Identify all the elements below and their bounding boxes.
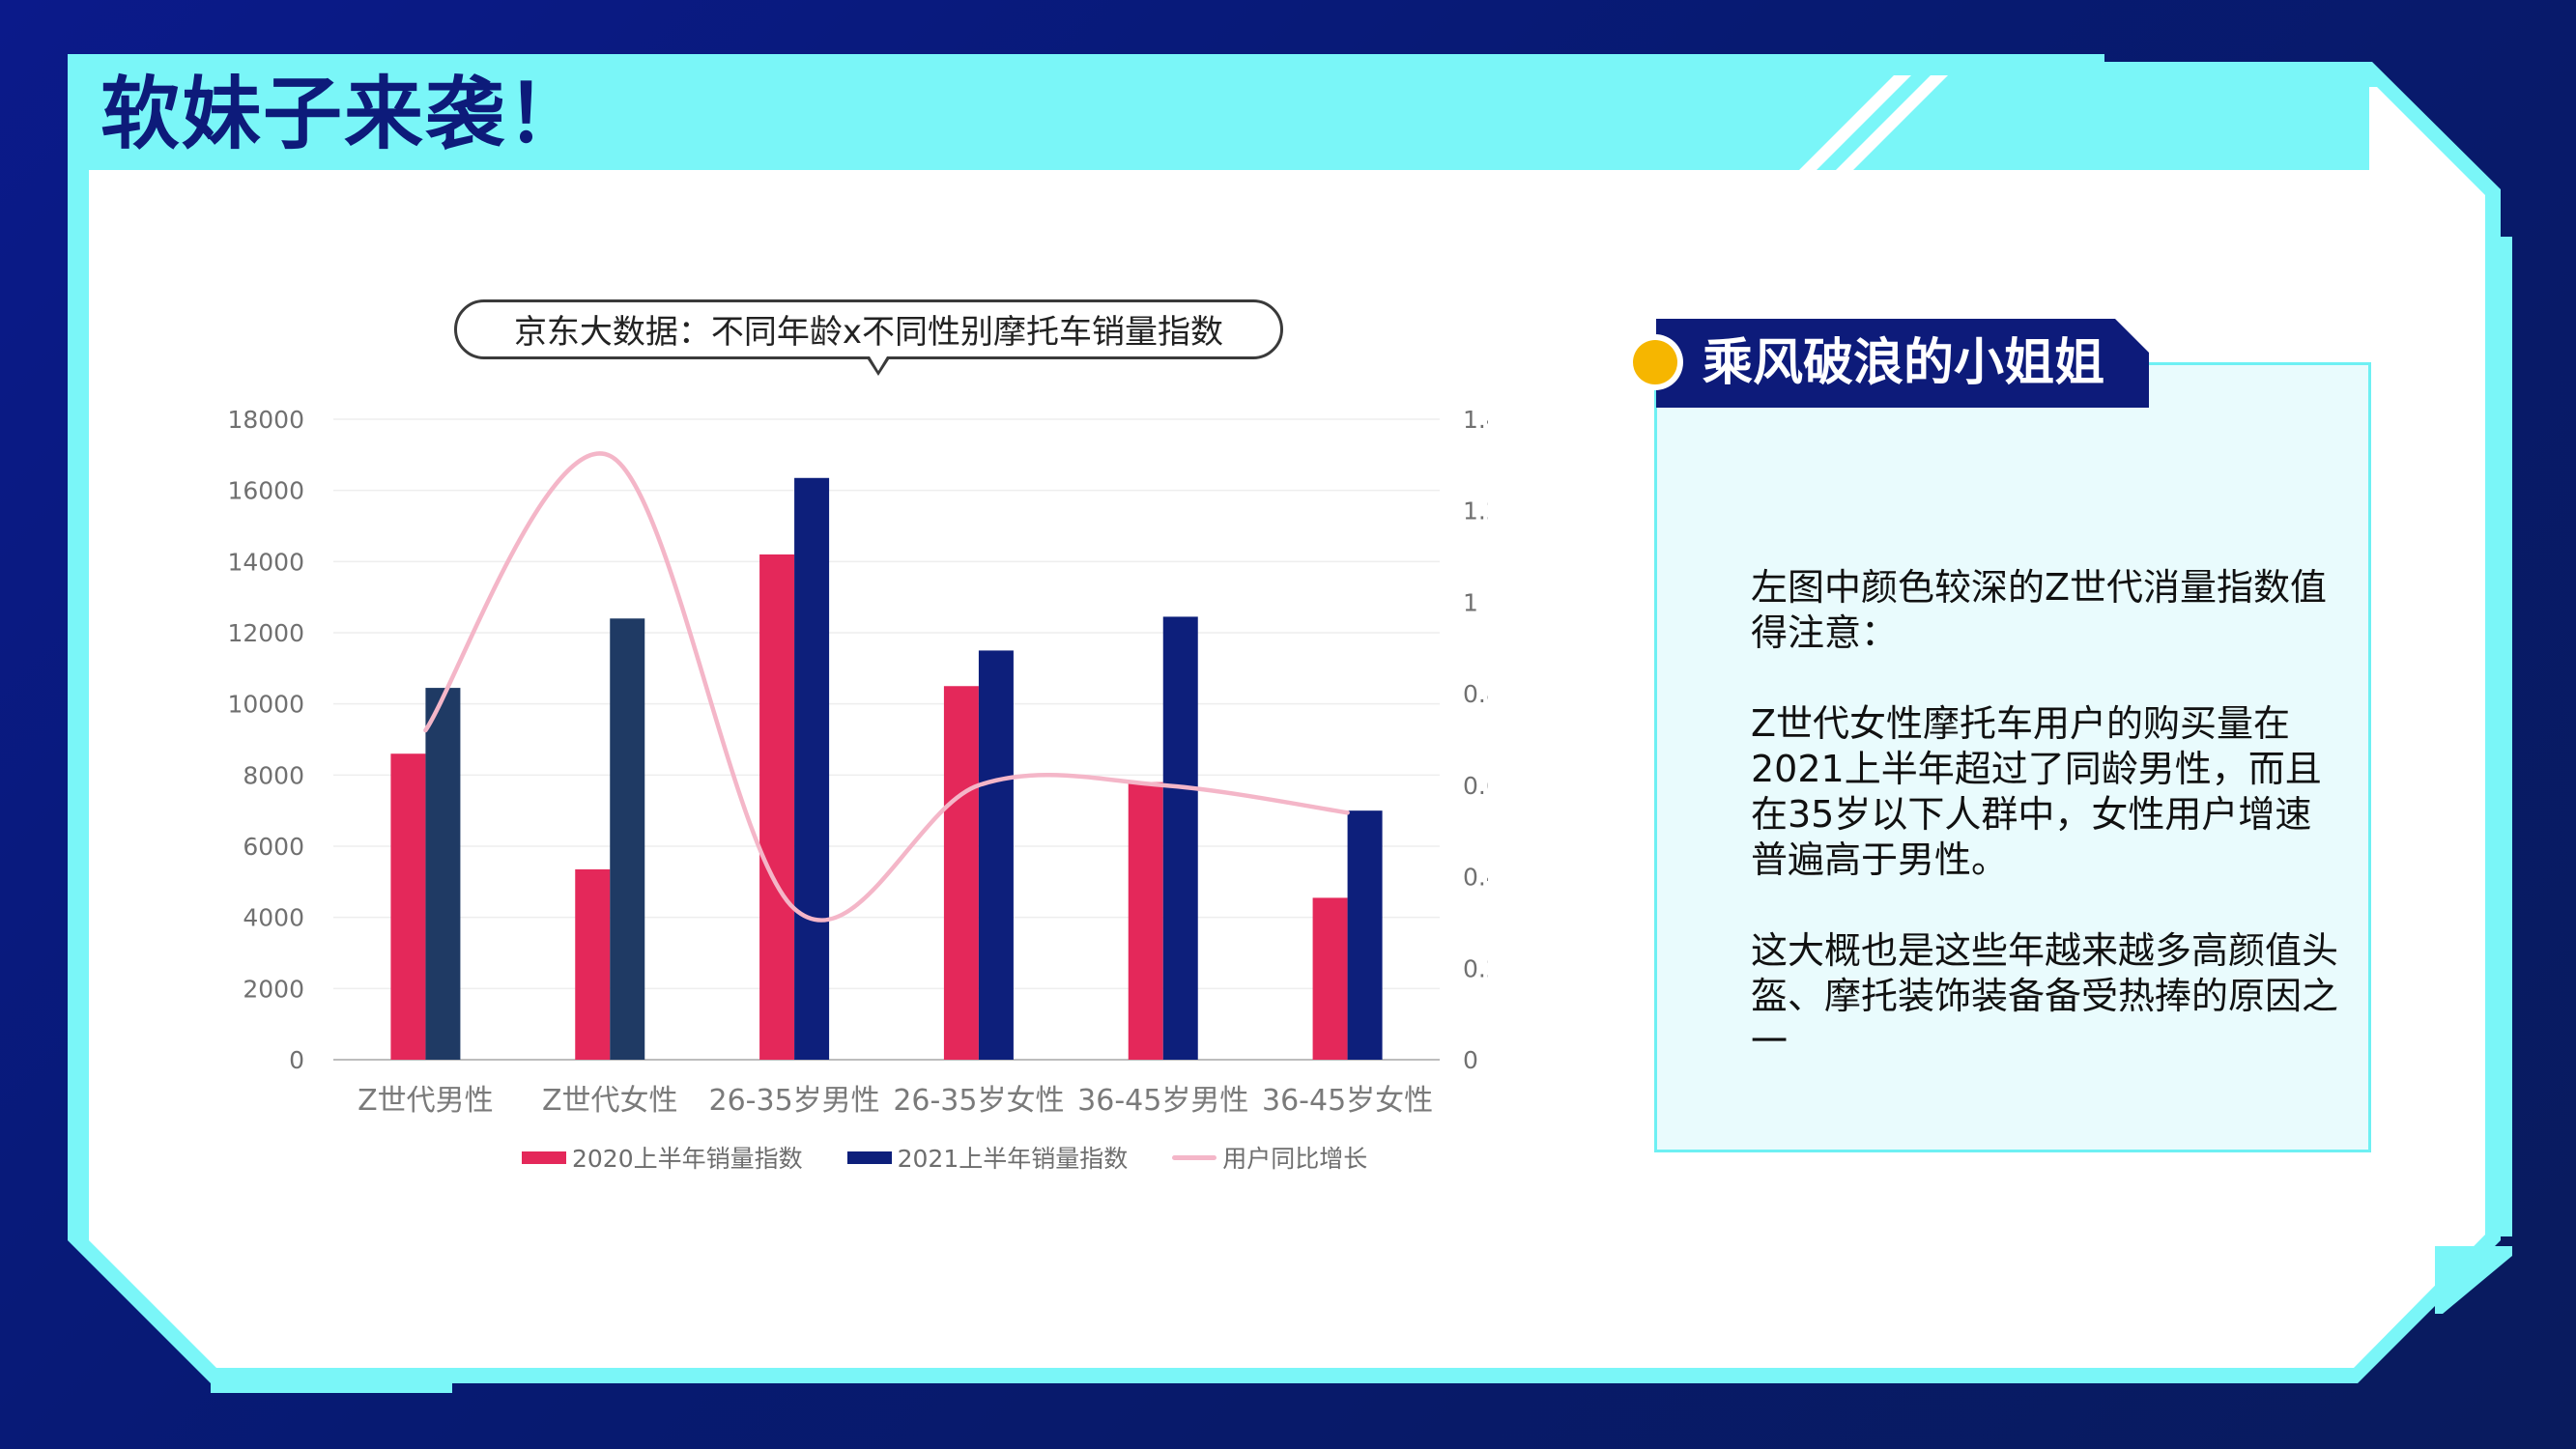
page-title: 软妹子来袭！ xyxy=(100,69,588,160)
x-tick-label: Z世代女性 xyxy=(542,1084,678,1118)
bar-2020 xyxy=(943,686,979,1060)
y-right-tick-label: 0.4 xyxy=(1463,864,1488,892)
x-tick-label: 36-45岁男性 xyxy=(1077,1084,1248,1118)
bar-2020 xyxy=(575,868,611,1060)
insight-panel xyxy=(1654,362,2371,1152)
bar-2021 xyxy=(610,618,645,1060)
y-left-tick-label: 18000 xyxy=(227,406,304,434)
panel-paragraph: 左图中颜色较深的Z世代消量指数值得注意： xyxy=(1751,566,2328,654)
caption-pointer-inner xyxy=(870,356,887,371)
x-tick-label: 26-35岁男性 xyxy=(708,1084,879,1118)
y-left-axis: 0 2000 4000 6000 8000 10000 12000 14000 16000 180… xyxy=(227,406,304,1074)
y-left-tick-label: 16000 xyxy=(227,477,304,505)
panel-title: 乘风破浪的小姐姐 xyxy=(1703,334,2105,392)
legend-label-growth: 用户同比增长 xyxy=(1222,1145,1368,1173)
legend-item-growth: 用户同比增长 xyxy=(1172,1140,1367,1175)
y-left-tick-label: 2000 xyxy=(243,975,304,1003)
y-left-tick-label: 0 xyxy=(289,1046,304,1074)
y-left-tick-label: 14000 xyxy=(227,548,304,576)
y-right-tick-label: 0.6 xyxy=(1463,772,1488,800)
x-tick-label: 36-45岁女性 xyxy=(1262,1084,1433,1118)
y-left-tick-label: 10000 xyxy=(227,691,304,719)
x-tick-label: Z世代男性 xyxy=(358,1084,494,1118)
bars xyxy=(390,477,1383,1060)
legend-item-2020: 2020上半年销量指数 xyxy=(522,1140,803,1175)
y-left-tick-label: 4000 xyxy=(243,904,304,932)
bar-2021 xyxy=(978,650,1014,1060)
bullet-dot-icon xyxy=(1627,334,1683,390)
y-right-tick-label: 1 xyxy=(1463,588,1478,616)
bar-2020 xyxy=(1312,897,1348,1060)
y-left-tick-label: 8000 xyxy=(243,761,304,789)
y-left-tick-label: 12000 xyxy=(227,619,304,647)
y-left-tick-label: 6000 xyxy=(243,833,304,861)
y-right-tick-label: 1.4 xyxy=(1463,406,1488,434)
chart-legend: 2020上半年销量指数 2021上半年销量指数 用户同比增长 xyxy=(522,1140,1412,1175)
panel-header-tab xyxy=(1656,319,2149,408)
panel-body: 左图中颜色较深的Z世代消量指数值得注意： Z世代女性摩托车用户的购买量在2021… xyxy=(1751,565,2340,1110)
legend-swatch-growth xyxy=(1172,1154,1217,1160)
legend-item-2021: 2021上半年销量指数 xyxy=(846,1140,1129,1175)
growth-line-layer xyxy=(423,451,1350,923)
y-right-tick-label: 1.2 xyxy=(1463,497,1488,526)
chart-grid xyxy=(333,418,1440,1061)
x-tick-label: 26-35岁女性 xyxy=(893,1084,1064,1118)
y-right-tick-label: 0.2 xyxy=(1463,954,1488,982)
panel-paragraph: 这大概也是这些年越来越多高颜值头盔、摩托装饰装备备受热捧的原因之一 xyxy=(1751,929,2339,1063)
legend-label-2021: 2021上半年销量指数 xyxy=(897,1145,1129,1173)
bar-2021 xyxy=(794,477,830,1060)
legend-label-2020: 2020上半年销量指数 xyxy=(572,1145,803,1173)
bar-2020 xyxy=(759,554,795,1060)
bar-2020 xyxy=(390,753,426,1060)
legend-swatch-2020 xyxy=(522,1151,566,1164)
y-right-tick-label: 0 xyxy=(1463,1046,1478,1074)
chart-title-text: 京东大数据：不同年龄x不同性别摩托车销量指数 xyxy=(513,313,1224,352)
y-right-axis: 0 0.2 0.4 0.6 0.8 1 1.2 1.4 xyxy=(1463,406,1488,1074)
growth-line xyxy=(423,451,1350,923)
bar-2021 xyxy=(425,688,461,1060)
legend-swatch-2021 xyxy=(846,1151,892,1164)
sales-index-chart: 0 2000 4000 6000 8000 10000 12000 14000 16000 180… xyxy=(227,406,1488,1118)
y-right-tick-label: 0.8 xyxy=(1463,680,1488,708)
bar-2021 xyxy=(1347,810,1383,1060)
bar-2020 xyxy=(1128,781,1163,1060)
x-axis: Z世代男性 Z世代女性 26-35岁男性 26-35岁女性 36-45岁男性 36-45岁… xyxy=(358,1084,1433,1118)
chart-title: 京东大数据：不同年龄x不同性别摩托车销量指数 xyxy=(454,299,1283,376)
panel-paragraph: Z世代女性摩托车用户的购买量在2021上半年超过了同龄男性，而且在35岁以下人群… xyxy=(1751,702,2322,881)
bar-2021 xyxy=(1162,616,1198,1060)
